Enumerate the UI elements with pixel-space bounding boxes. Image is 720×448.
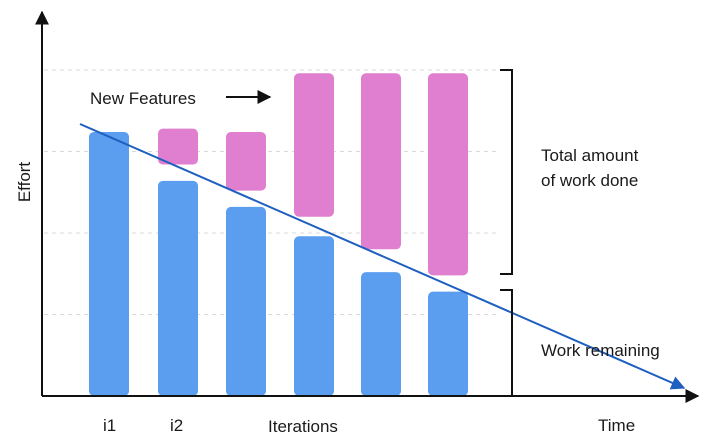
x-axis-label: Time	[598, 416, 635, 435]
x-tick-label-i2: i2	[170, 416, 183, 435]
new-feature-bar-6	[428, 73, 468, 276]
new-feature-bar-5	[361, 73, 401, 250]
new-features-label: New Features	[90, 89, 196, 108]
remaining-bar-1	[89, 131, 129, 396]
remaining-bar-2	[158, 180, 198, 396]
work-remaining-label: Work remaining	[541, 341, 660, 360]
total-work-label-line1: Total amount	[541, 146, 639, 165]
new-feature-bar-3	[226, 131, 266, 191]
new-feature-bars	[158, 73, 468, 276]
y-axis-label: Effort	[15, 162, 34, 203]
remaining-bar-3	[226, 206, 266, 396]
remaining-bar-6	[428, 291, 468, 396]
work-remaining-trend-line	[79, 123, 686, 390]
work-remaining-bracket	[500, 289, 513, 396]
remaining-bars	[89, 131, 468, 396]
x-tick-label-i1: i1	[103, 416, 116, 435]
remaining-bar-5	[361, 272, 401, 396]
iterations-caption: Iterations	[268, 417, 338, 436]
new-feature-bar-4	[294, 73, 334, 217]
new-feature-bar-2	[158, 128, 198, 165]
total-work-bracket	[500, 69, 513, 275]
remaining-bar-4	[294, 236, 334, 396]
total-work-label-line2: of work done	[541, 171, 638, 190]
